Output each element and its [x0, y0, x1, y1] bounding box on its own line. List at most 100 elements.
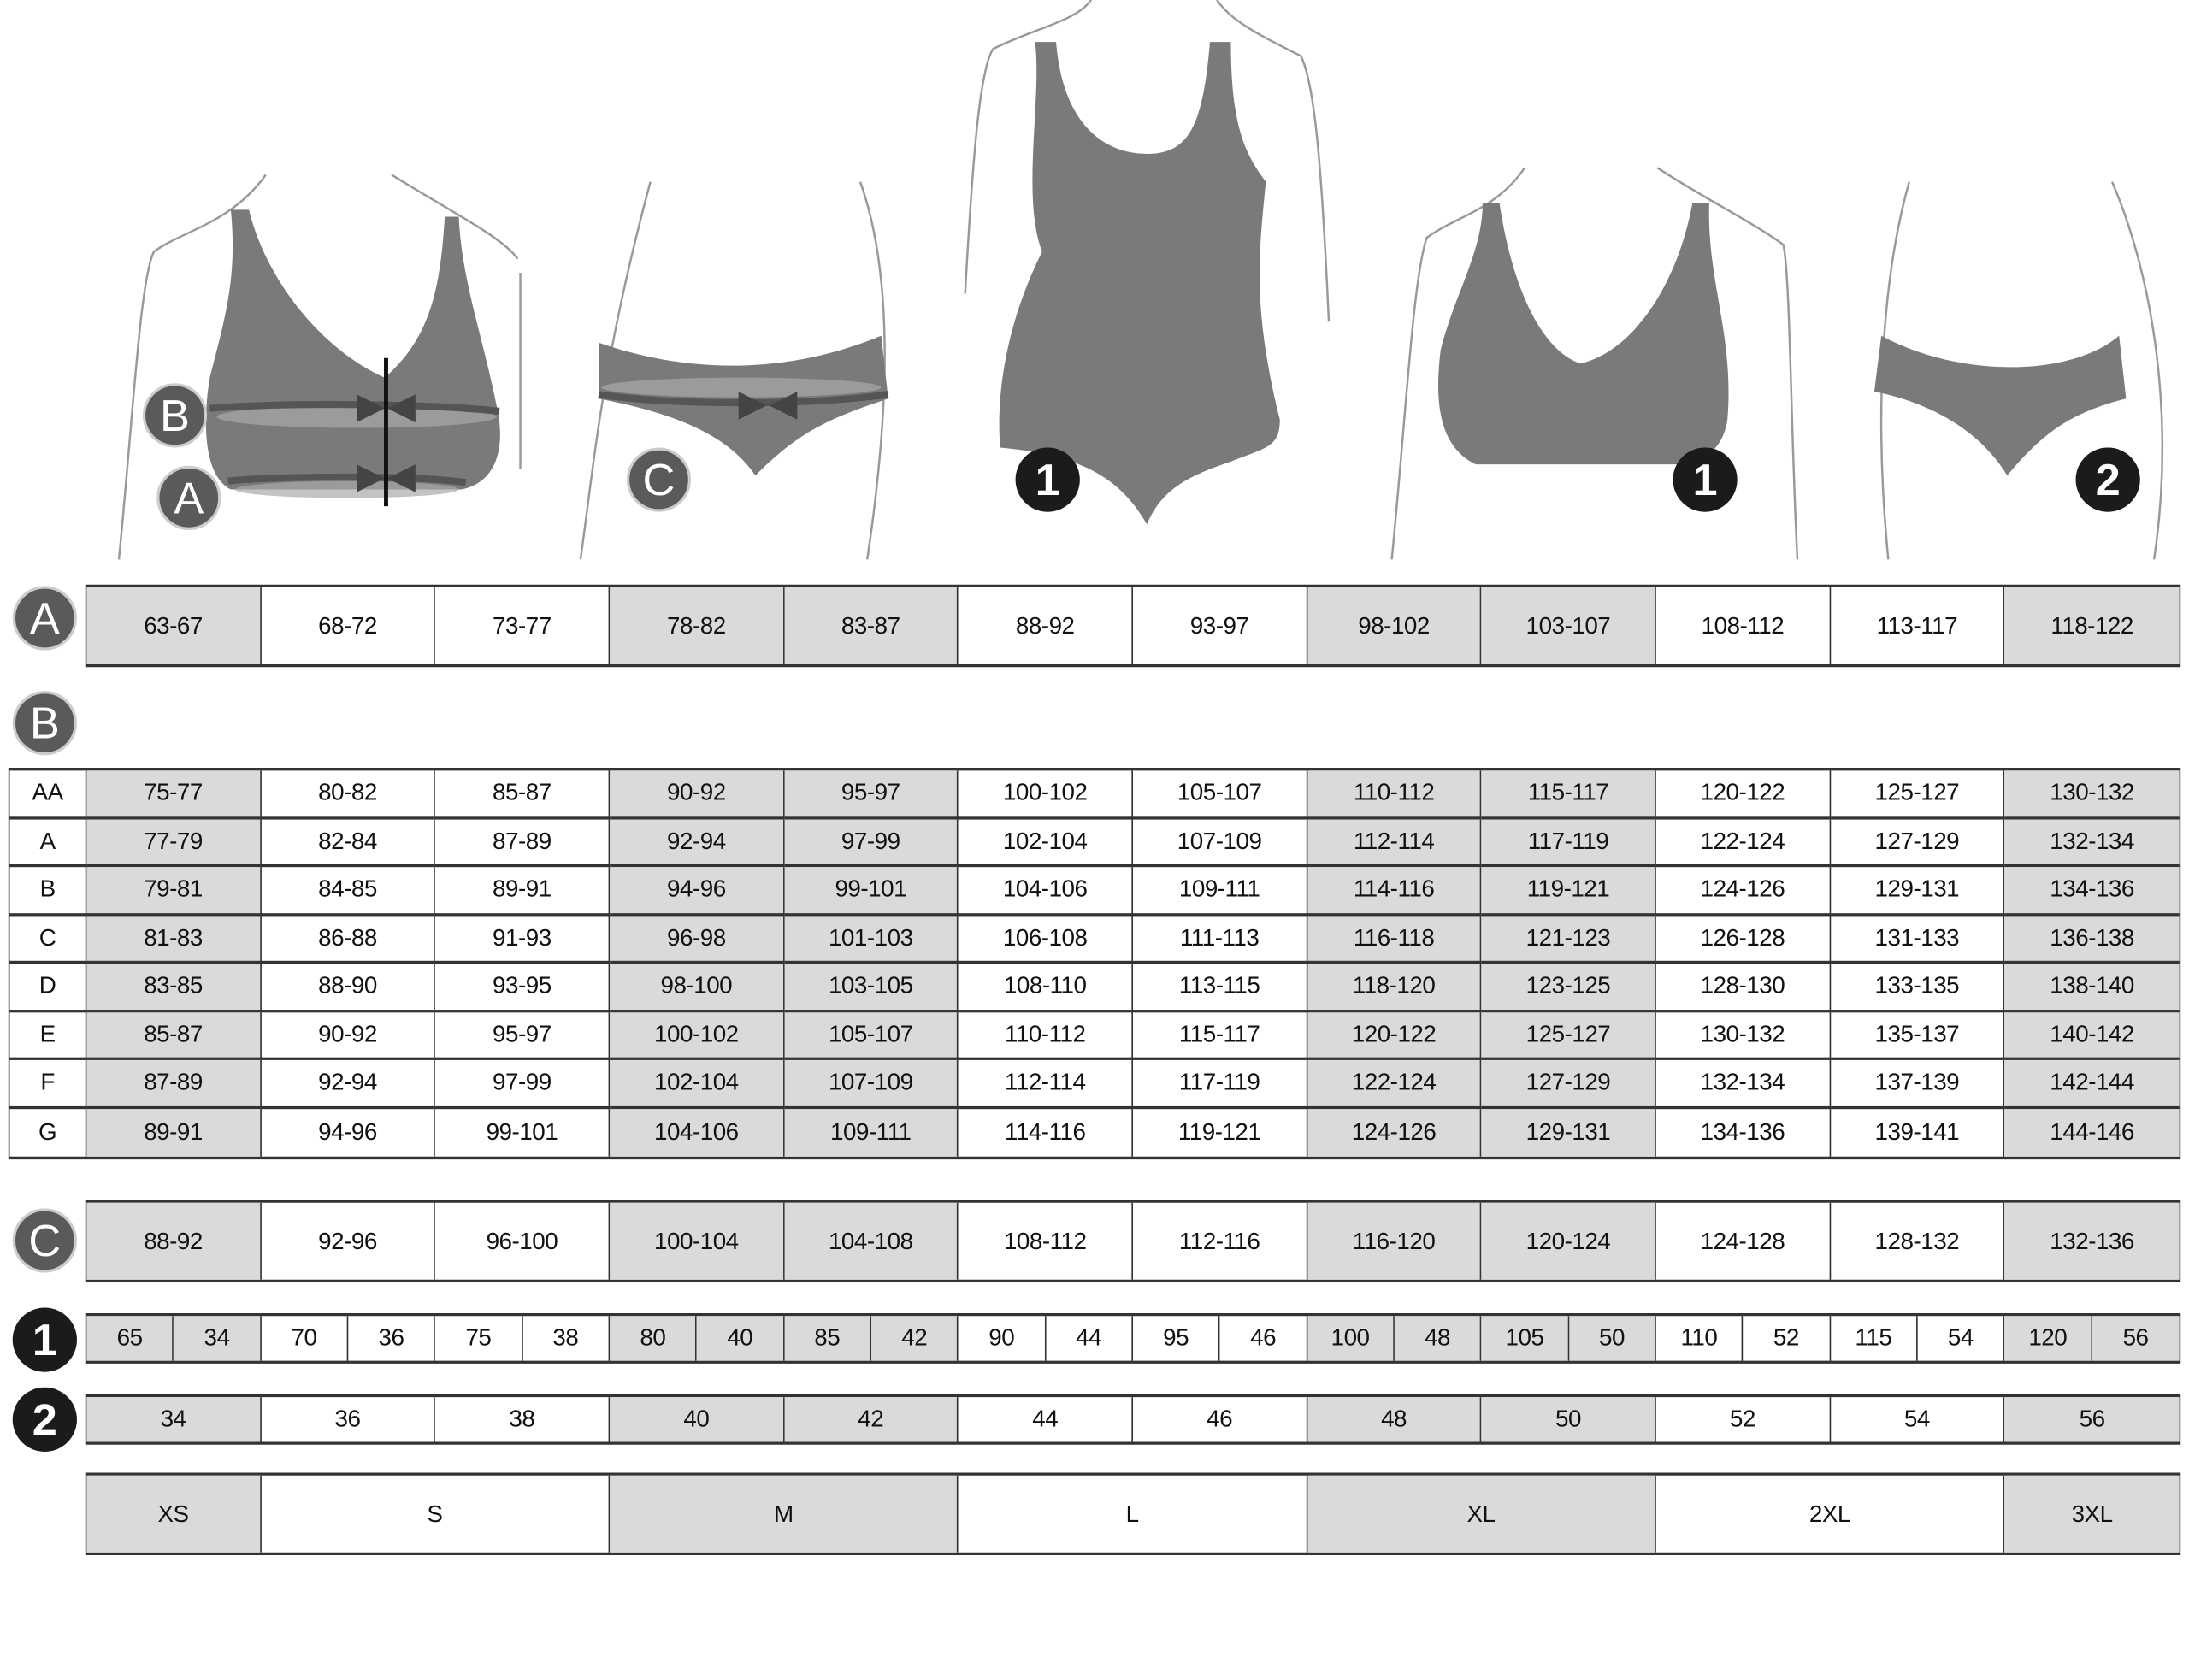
briefs-size-cell: 42 — [784, 1397, 959, 1442]
bust-cell: 103-105 — [784, 964, 959, 1012]
size-xs-cell: XS — [86, 1475, 262, 1553]
bust-cell: 88-90 — [261, 964, 436, 1012]
size-2xl-cell: 2XL — [1656, 1475, 2005, 1553]
bust-cell: 126-128 — [1655, 915, 1831, 964]
size-3xl-cell: 3XL — [2004, 1475, 2180, 1553]
bodysuit-bra-size-cell: 65 — [86, 1316, 174, 1361]
bust-cell: 116-118 — [1307, 915, 1482, 964]
bust-cell: 109-111 — [784, 1108, 959, 1157]
hip-cell: 92-96 — [261, 1202, 436, 1280]
bust-cell: 99-101 — [784, 867, 959, 916]
bodysuit-bra-size-cell: 46 — [1220, 1316, 1307, 1361]
bodysuit-bra-size-cell: 115 — [1831, 1316, 1918, 1361]
briefs-size-cell: 44 — [959, 1397, 1133, 1442]
bust-cell: 137-139 — [1830, 1059, 2005, 1109]
bust-cell: 124-126 — [1307, 1108, 1482, 1157]
row-label-b-icon: B — [12, 691, 77, 756]
cup-label-cell: F — [9, 1059, 87, 1109]
underbust-cell: 118-122 — [2004, 587, 2180, 665]
bust-cell: 81-83 — [86, 915, 262, 964]
cup-label-cell: C — [9, 915, 87, 964]
bust-cell: 134-136 — [2004, 867, 2180, 916]
letter-size-table: XS S M L XL 2XL 3XL — [85, 1472, 2181, 1556]
bust-cell: 113-115 — [1132, 964, 1307, 1012]
size-xl-cell: XL — [1307, 1475, 1656, 1553]
hip-cell: 128-132 — [1831, 1202, 2005, 1280]
bust-cell: 125-127 — [1481, 1011, 1656, 1060]
bust-cell: 108-110 — [959, 964, 1133, 1012]
bodysuit-bra-size-cell: 36 — [348, 1316, 436, 1361]
bodysuit-bra-size-cell: 90 — [959, 1316, 1047, 1361]
briefs-size-cell: 36 — [261, 1397, 436, 1442]
badge-a-icon: A — [156, 465, 221, 530]
bust-cell: 124-126 — [1655, 867, 1831, 916]
bust-cell: 105-107 — [784, 1011, 959, 1060]
bust-cell: 94-96 — [261, 1108, 436, 1157]
briefs-size-cell: 52 — [1656, 1397, 1831, 1442]
bust-cell: 92-94 — [610, 818, 785, 868]
underbust-cell: 78-82 — [610, 587, 785, 665]
bust-cell: 107-109 — [784, 1059, 959, 1109]
underbust-cell: 93-97 — [1133, 587, 1307, 665]
bust-cell: 90-92 — [261, 1011, 436, 1060]
bodysuit-bra-size-cell: 50 — [1568, 1316, 1656, 1361]
bust-cell: 136-138 — [2004, 915, 2180, 964]
bust-cell: 111-113 — [1132, 915, 1307, 964]
bust-cell: 95-97 — [784, 770, 959, 819]
bust-cell: 122-124 — [1655, 818, 1831, 868]
badge-1-icon: 1 — [1673, 447, 1738, 512]
underbust-cell: 83-87 — [784, 587, 959, 665]
row-label-a-icon: A — [12, 586, 77, 651]
badge-2-icon: 2 — [2075, 447, 2140, 512]
bodysuit-bra-size-cell: 75 — [435, 1316, 523, 1361]
bust-cell: 90-92 — [610, 770, 785, 819]
underbust-cell: 63-67 — [86, 587, 262, 665]
badge-1-icon: 1 — [1015, 447, 1080, 512]
bust-cell: 102-104 — [610, 1059, 785, 1109]
bust-cell: 82-84 — [261, 818, 436, 868]
bust-cell: 134-136 — [1656, 1108, 1831, 1157]
underbust-cell: 68-72 — [261, 587, 436, 665]
bust-cell: 132-134 — [2004, 818, 2180, 868]
bodysuit-bra-size-table: 65 34 70 36 75 38 80 40 85 42 90 44 95 46 100 48 105 50 11… — [85, 1313, 2181, 1364]
hip-cell: 108-112 — [959, 1202, 1133, 1280]
bust-cell: 75-77 — [86, 770, 262, 819]
bust-cell: 115-117 — [1481, 770, 1656, 819]
bust-cell: 102-104 — [959, 818, 1133, 868]
bust-cell: 122-124 — [1307, 1059, 1482, 1109]
bust-cell: 119-121 — [1133, 1108, 1307, 1157]
bust-cell: 117-119 — [1481, 818, 1656, 868]
bust-cell: 87-89 — [86, 1059, 262, 1109]
underbust-cell: 88-92 — [959, 587, 1133, 665]
cup-label-cell: G — [9, 1108, 87, 1157]
briefs-size-cell: 48 — [1307, 1397, 1482, 1442]
briefs-size-cell: 54 — [1831, 1397, 2005, 1442]
bust-cell: 142-144 — [2004, 1059, 2180, 1109]
hip-cell: 124-128 — [1656, 1202, 1831, 1280]
figures-illustration — [117, 0, 2163, 560]
bodysuit-bra-size-cell: 70 — [261, 1316, 349, 1361]
bodysuit-bra-size-cell: 42 — [871, 1316, 959, 1361]
bodysuit-bra-size-cell: 54 — [1918, 1316, 2005, 1361]
bust-cell: 140-142 — [2004, 1011, 2180, 1060]
briefs-size-cell: 56 — [2004, 1397, 2180, 1442]
bust-cell: 85-87 — [435, 770, 611, 819]
bust-cup-table: AA 75-77 80-82 85-87 90-92 95-97 100-102 105-10… — [8, 768, 2181, 1160]
bodysuit-bra-size-cell: 100 — [1307, 1316, 1395, 1361]
bust-cell: 112-114 — [1307, 818, 1482, 868]
bust-cell: 89-91 — [86, 1108, 262, 1157]
bodysuit-bra-size-cell: 56 — [2092, 1316, 2180, 1361]
bust-cell: 98-100 — [610, 964, 785, 1012]
bust-cell: 127-129 — [1481, 1059, 1656, 1109]
size-s-cell: S — [261, 1475, 611, 1553]
bodysuit-bra-size-cell: 120 — [2004, 1316, 2092, 1361]
bodysuit-bra-size-cell: 85 — [784, 1316, 872, 1361]
bust-cell: 92-94 — [261, 1059, 436, 1109]
bust-cell: 120-122 — [1655, 770, 1831, 819]
cup-label-cell: AA — [9, 770, 87, 819]
briefs-size-cell: 40 — [610, 1397, 785, 1442]
bust-cell: 85-87 — [86, 1011, 262, 1060]
bust-cell: 144-146 — [2004, 1108, 2180, 1157]
bodysuit-bra-size-cell: 34 — [174, 1316, 262, 1361]
